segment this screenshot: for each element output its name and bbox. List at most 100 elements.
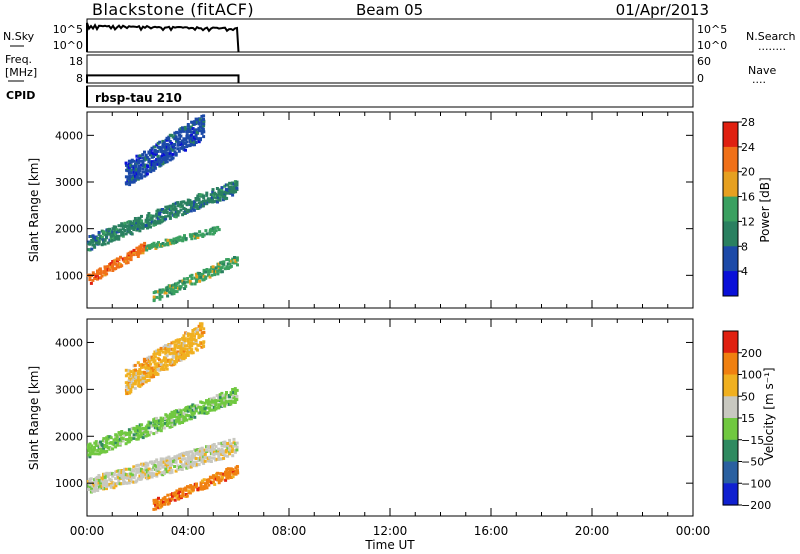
scatter-cell [127, 481, 131, 485]
scatter-cell [87, 488, 91, 491]
scatter-cell [163, 471, 166, 475]
scatter-cell [189, 125, 193, 129]
scatter-cell [217, 481, 221, 485]
scatter-cell [171, 412, 175, 416]
scatter-cell [140, 423, 144, 427]
scatter-cell [203, 456, 207, 459]
scatter-cell [217, 398, 221, 402]
scatter-cell [191, 455, 195, 459]
scatter-cell [159, 422, 163, 426]
scatter-cell [117, 265, 121, 269]
scatter-cell [220, 266, 224, 270]
scatter-cell [134, 379, 137, 383]
scatter-cell [211, 398, 215, 402]
scatter-cell [128, 177, 131, 181]
scatter-cell [232, 472, 236, 476]
scatter-cell [208, 232, 212, 236]
scatter-cell [171, 156, 175, 160]
scatter-cell [161, 160, 165, 164]
scatter-cell [124, 467, 128, 471]
scatter-cell [178, 456, 181, 460]
scatter-cell [222, 260, 226, 264]
scatter-cell [162, 363, 166, 367]
scatter-cell [105, 272, 109, 276]
scatter-cell [115, 228, 119, 232]
scatter-cell [135, 430, 139, 433]
scatter-cell [172, 292, 176, 296]
scatter-cell [200, 446, 204, 450]
scatter-cell [101, 475, 105, 479]
scatter-cell [205, 191, 209, 195]
scatter-cell [231, 475, 235, 479]
scatter-cell [194, 134, 198, 138]
scatter-cell [118, 434, 122, 438]
scatter-cell [147, 420, 151, 424]
scatter-cell [176, 410, 180, 413]
scatter-cell [164, 467, 168, 471]
scatter-cell [182, 277, 186, 281]
scatter-cell [102, 230, 106, 234]
scatter-cell [188, 201, 192, 205]
scatter-cell [176, 236, 180, 240]
scatter-cell [123, 259, 127, 263]
scatter-cell [229, 443, 233, 447]
scatter-cell [196, 118, 199, 122]
scatter-cell [145, 462, 149, 466]
scatter-cell [199, 485, 203, 489]
scatter-cell [179, 285, 183, 289]
scatter-cell [211, 190, 215, 194]
scatter-cell [171, 135, 175, 139]
scatter-cell [112, 481, 116, 485]
colorbar-tick-label: 15 [741, 412, 755, 425]
nsearch-label: N.Search [746, 30, 796, 43]
scatter-cell [140, 219, 144, 223]
scatter-cell [178, 490, 182, 494]
scatter-cell [184, 237, 188, 241]
scatter-cell [198, 205, 202, 209]
scatter-cell [112, 230, 116, 234]
scatter-cell [138, 169, 142, 173]
scatter-cell [178, 235, 182, 239]
scatter-cell [193, 200, 197, 204]
scatter-cell [152, 369, 156, 372]
scatter-cell [176, 338, 180, 342]
scatter-cell [149, 421, 153, 425]
scatter-cell [106, 437, 110, 441]
scatter-cell [197, 121, 201, 125]
scatter-cell [221, 401, 225, 405]
scatter-cell [148, 357, 152, 361]
colorbar-tick-label: 28 [741, 116, 755, 129]
scatter-cell [188, 144, 192, 148]
scatter-cell [91, 451, 95, 455]
scatter-cell [205, 193, 209, 197]
scatter-cell [111, 227, 115, 231]
scatter-cell [173, 137, 177, 141]
scatter-cell [234, 392, 238, 395]
scatter-cell [190, 341, 193, 345]
scatter-cell [208, 455, 212, 459]
scatter-cell [188, 130, 192, 134]
scatter-cell [103, 238, 107, 242]
scatter-cell [191, 201, 195, 205]
scatter-cell [215, 457, 219, 461]
scatter-cell [199, 326, 202, 330]
scatter-cell [106, 483, 110, 487]
scatter-cell [114, 262, 118, 266]
scatter-cell [159, 462, 163, 466]
scatter-cell [119, 255, 122, 259]
scatter-cell [173, 205, 177, 209]
scatter-cell [179, 202, 183, 206]
scatter-cell [196, 275, 200, 279]
scatter-cell [202, 344, 206, 348]
scatter-cell [200, 331, 204, 335]
scatter-cell [227, 185, 231, 189]
scatter-cell [212, 453, 216, 456]
scatter-cell [165, 459, 169, 463]
scatter-cell [165, 154, 169, 158]
time-axis-label: Time UT [364, 538, 415, 552]
scatter-cell [127, 228, 131, 232]
scatter-cell [179, 358, 183, 362]
scatter-cell [220, 188, 224, 192]
scatter-cell [136, 361, 140, 365]
scatter-cell [130, 426, 134, 430]
